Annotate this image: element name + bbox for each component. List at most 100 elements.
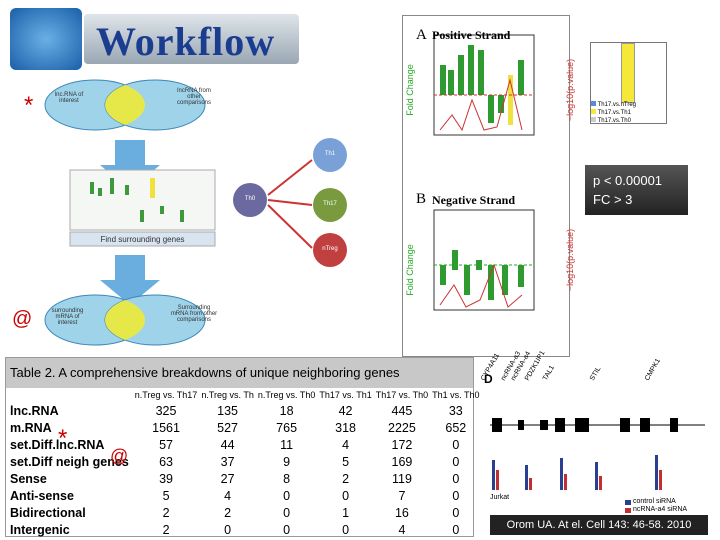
cell: 0 <box>452 454 460 469</box>
criteria-box: p < 0.00001 FC > 3 <box>585 165 688 215</box>
cell-label: Th17 <box>323 201 337 207</box>
panel-label: A <box>416 27 427 43</box>
workflow-icon <box>10 8 82 70</box>
cell: 5 <box>342 454 350 469</box>
table-row: Anti-sense 5 4 0 0 7 0 <box>6 487 481 504</box>
table-row: Bidirectional 2 2 0 1 16 0 <box>6 504 481 521</box>
cell: 0 <box>283 488 291 503</box>
cell: 119 <box>391 471 412 486</box>
cell: 4 <box>398 522 406 537</box>
cell: 16 <box>394 505 409 520</box>
workflow-diagram <box>44 79 347 346</box>
header-cell <box>6 388 133 402</box>
label: lncRNA from other comparisons <box>176 88 211 106</box>
label: Find surrounding genes <box>100 235 185 244</box>
figure-ab <box>402 15 570 357</box>
cell: 445 <box>391 403 413 418</box>
cell: 0 <box>452 505 460 520</box>
cell: 1561 <box>152 420 180 435</box>
panel-title: Positive Strand <box>432 28 511 42</box>
legend-entry: Th17.vs.nTreg <box>591 101 636 109</box>
cell-label: Th1 <box>324 151 336 157</box>
header-row: n.Treg vs. Th17 n.Treg vs. Th n.Treg vs. T… <box>6 388 481 402</box>
venn-overlap <box>104 85 146 125</box>
row-label: m.RNA <box>10 420 52 435</box>
legend-box: Th17.vs.nTreg Th17.vs.Th1 Th17.vs.Th0 <box>590 42 667 124</box>
citation: Orom UA. At el. Cell 143: 46-58. 2010 <box>490 515 708 535</box>
cell-line: Jurkat <box>490 494 510 501</box>
cell: 0 <box>283 522 291 537</box>
cell: 2 <box>162 505 170 520</box>
row-label: set.Diff.lnc.RNA <box>10 437 105 452</box>
panel-d <box>480 370 715 535</box>
star-marker: * <box>24 92 34 119</box>
cell: 0 <box>452 437 460 452</box>
cell: 27 <box>220 471 235 486</box>
criteria: p < 0.00001 <box>593 173 663 188</box>
y2-label: −log10(p.value) <box>565 228 575 292</box>
cell: 5 <box>162 488 170 503</box>
at-marker: @ <box>12 308 33 330</box>
cell: 11 <box>280 437 294 452</box>
criteria: FC > 3 <box>593 192 633 207</box>
cell: 2 <box>342 471 350 486</box>
cell: 765 <box>276 420 298 435</box>
y-label: Fold Change <box>405 64 415 116</box>
header-cell: Th1 vs. Th0 <box>432 390 480 400</box>
legend-text: Th17.vs.nTreg <box>597 102 637 108</box>
label: Surrounding mRNA from other comparisons <box>170 305 218 323</box>
y2-label: −log10(p.value) <box>565 58 575 122</box>
table-row: Sense 39 27 8 2 119 0 <box>6 470 481 487</box>
header-cell: n.Treg vs. Th <box>201 390 254 400</box>
table-row: Intergenic 2 0 0 0 4 0 <box>6 521 481 538</box>
legend-text: ncRNA-a4 siRNA <box>633 506 688 513</box>
cell: 0 <box>452 488 460 503</box>
cell: 18 <box>279 403 294 418</box>
legend-text: Th17.vs.Th0 <box>597 118 631 124</box>
label: lnc.RNA of interest <box>54 92 84 104</box>
cell: 44 <box>220 437 235 452</box>
row-label: Bidirectional <box>10 505 86 520</box>
cell: 57 <box>159 437 173 452</box>
panel-title: Negative Strand <box>432 193 515 207</box>
cell: 172 <box>391 437 413 452</box>
table-panel: Table 2. A comprehensive breakdowns of u… <box>5 357 479 537</box>
panel-label: D <box>484 372 493 386</box>
cell: 4 <box>342 437 350 452</box>
cell: 39 <box>159 471 173 486</box>
table-row: set.Diff.lnc.RNA 57 44 11 4 172 0 <box>6 436 481 453</box>
workflow-banner <box>84 14 299 64</box>
cell: 42 <box>338 403 353 418</box>
find-box <box>69 231 216 247</box>
cell: 7 <box>398 488 406 503</box>
panel-d-diagram <box>490 418 705 513</box>
cell: 0 <box>452 471 460 486</box>
y-label: Fold Change <box>405 244 415 296</box>
table-row: m.RNA 1561 527 765 318 2225 652 <box>6 419 481 436</box>
cell: 9 <box>283 454 291 469</box>
legend-text: control siRNA <box>633 498 676 505</box>
workflow-title: Workflow <box>96 19 276 64</box>
row-label: lnc.RNA <box>10 403 59 418</box>
label: surrounding mRNA of interest <box>51 308 84 326</box>
row-label: Anti-sense <box>10 488 74 503</box>
table: n.Treg vs. Th17 n.Treg vs. Th n.Treg vs. T… <box>6 388 481 538</box>
cell: 2 <box>162 522 170 537</box>
cell: 0 <box>342 522 350 537</box>
star-marker: * <box>58 425 68 452</box>
cell: 0 <box>342 488 350 503</box>
cell: 527 <box>217 420 238 435</box>
header-cell: n.Treg vs. Th17 <box>134 390 198 400</box>
cell: 37 <box>220 454 235 469</box>
row-label: Sense <box>10 471 47 486</box>
cell: 652 <box>445 420 467 435</box>
cell: 8 <box>283 471 291 486</box>
cell: 0 <box>224 522 232 537</box>
header-cell: Th17 vs. Th1 <box>319 390 372 400</box>
figure-plots <box>433 34 535 311</box>
legend-entry: Th17.vs.Th1 <box>591 109 636 117</box>
cell: 318 <box>335 420 356 435</box>
table-row: lnc.RNA 325 135 18 42 445 33 <box>6 402 481 419</box>
cell: 2 <box>224 505 232 520</box>
